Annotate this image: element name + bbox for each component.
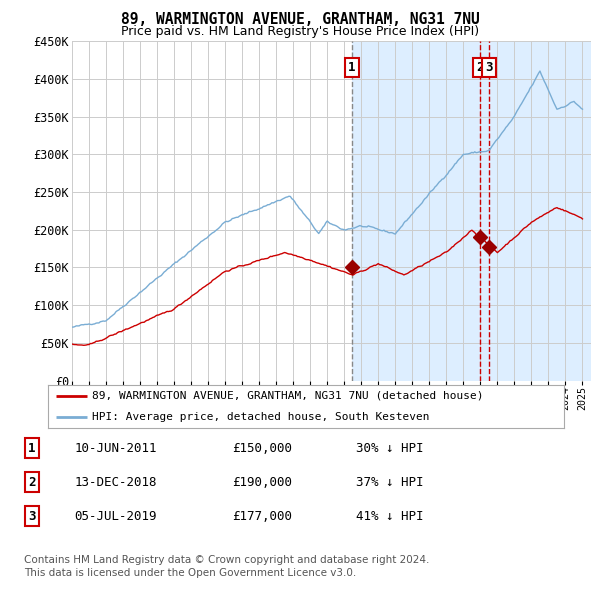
Text: 10-JUN-2011: 10-JUN-2011 [74, 442, 157, 455]
Text: 1: 1 [348, 61, 355, 74]
Text: Price paid vs. HM Land Registry's House Price Index (HPI): Price paid vs. HM Land Registry's House … [121, 25, 479, 38]
Text: 05-JUL-2019: 05-JUL-2019 [74, 510, 157, 523]
Text: 89, WARMINGTON AVENUE, GRANTHAM, NG31 7NU (detached house): 89, WARMINGTON AVENUE, GRANTHAM, NG31 7N… [92, 391, 484, 401]
Text: Contains HM Land Registry data © Crown copyright and database right 2024.: Contains HM Land Registry data © Crown c… [24, 555, 430, 565]
Text: 3: 3 [485, 61, 493, 74]
Text: 2: 2 [28, 476, 36, 489]
Text: £177,000: £177,000 [232, 510, 292, 523]
Text: This data is licensed under the Open Government Licence v3.0.: This data is licensed under the Open Gov… [24, 568, 356, 578]
Text: 2: 2 [476, 61, 483, 74]
Text: 37% ↓ HPI: 37% ↓ HPI [356, 476, 424, 489]
Text: 30% ↓ HPI: 30% ↓ HPI [356, 442, 424, 455]
Text: £190,000: £190,000 [232, 476, 292, 489]
Text: 13-DEC-2018: 13-DEC-2018 [74, 476, 157, 489]
Text: £150,000: £150,000 [232, 442, 292, 455]
Bar [352, 41, 591, 381]
Text: 41% ↓ HPI: 41% ↓ HPI [356, 510, 424, 523]
Text: 3: 3 [28, 510, 36, 523]
Text: 89, WARMINGTON AVENUE, GRANTHAM, NG31 7NU: 89, WARMINGTON AVENUE, GRANTHAM, NG31 7N… [121, 12, 479, 27]
Text: 1: 1 [28, 442, 36, 455]
Text: HPI: Average price, detached house, South Kesteven: HPI: Average price, detached house, Sout… [92, 412, 430, 422]
